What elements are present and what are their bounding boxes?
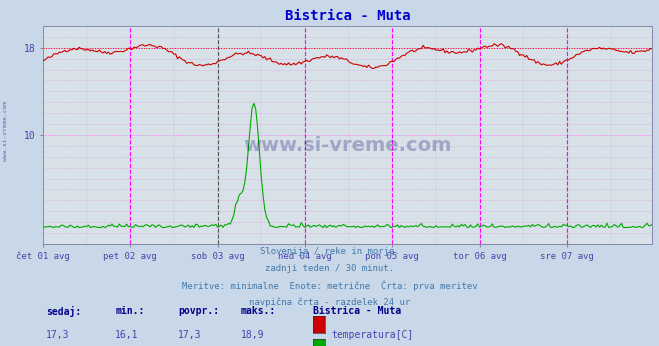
Text: 18,9: 18,9	[241, 330, 264, 340]
Text: povpr.:: povpr.:	[178, 306, 219, 316]
Text: 16,1: 16,1	[115, 330, 139, 340]
Title: Bistrica - Muta: Bistrica - Muta	[285, 9, 411, 24]
Text: 17,3: 17,3	[178, 330, 202, 340]
Text: 17,3: 17,3	[46, 330, 70, 340]
Text: sedaj:: sedaj:	[46, 306, 81, 317]
Text: Slovenija / reke in morje.: Slovenija / reke in morje.	[260, 247, 399, 256]
Text: Bistrica - Muta: Bistrica - Muta	[313, 306, 401, 316]
Text: zadnji teden / 30 minut.: zadnji teden / 30 minut.	[265, 264, 394, 273]
Text: www.si-vreme.com: www.si-vreme.com	[243, 136, 452, 155]
Text: Meritve: minimalne  Enote: metrične  Črta: prva meritev: Meritve: minimalne Enote: metrične Črta:…	[182, 281, 477, 291]
Text: min.:: min.:	[115, 306, 145, 316]
Text: navpična črta - razdelek 24 ur: navpična črta - razdelek 24 ur	[249, 297, 410, 307]
Text: maks.:: maks.:	[241, 306, 275, 316]
Text: www.si-vreme.com: www.si-vreme.com	[3, 101, 8, 162]
Text: temperatura[C]: temperatura[C]	[331, 330, 414, 340]
